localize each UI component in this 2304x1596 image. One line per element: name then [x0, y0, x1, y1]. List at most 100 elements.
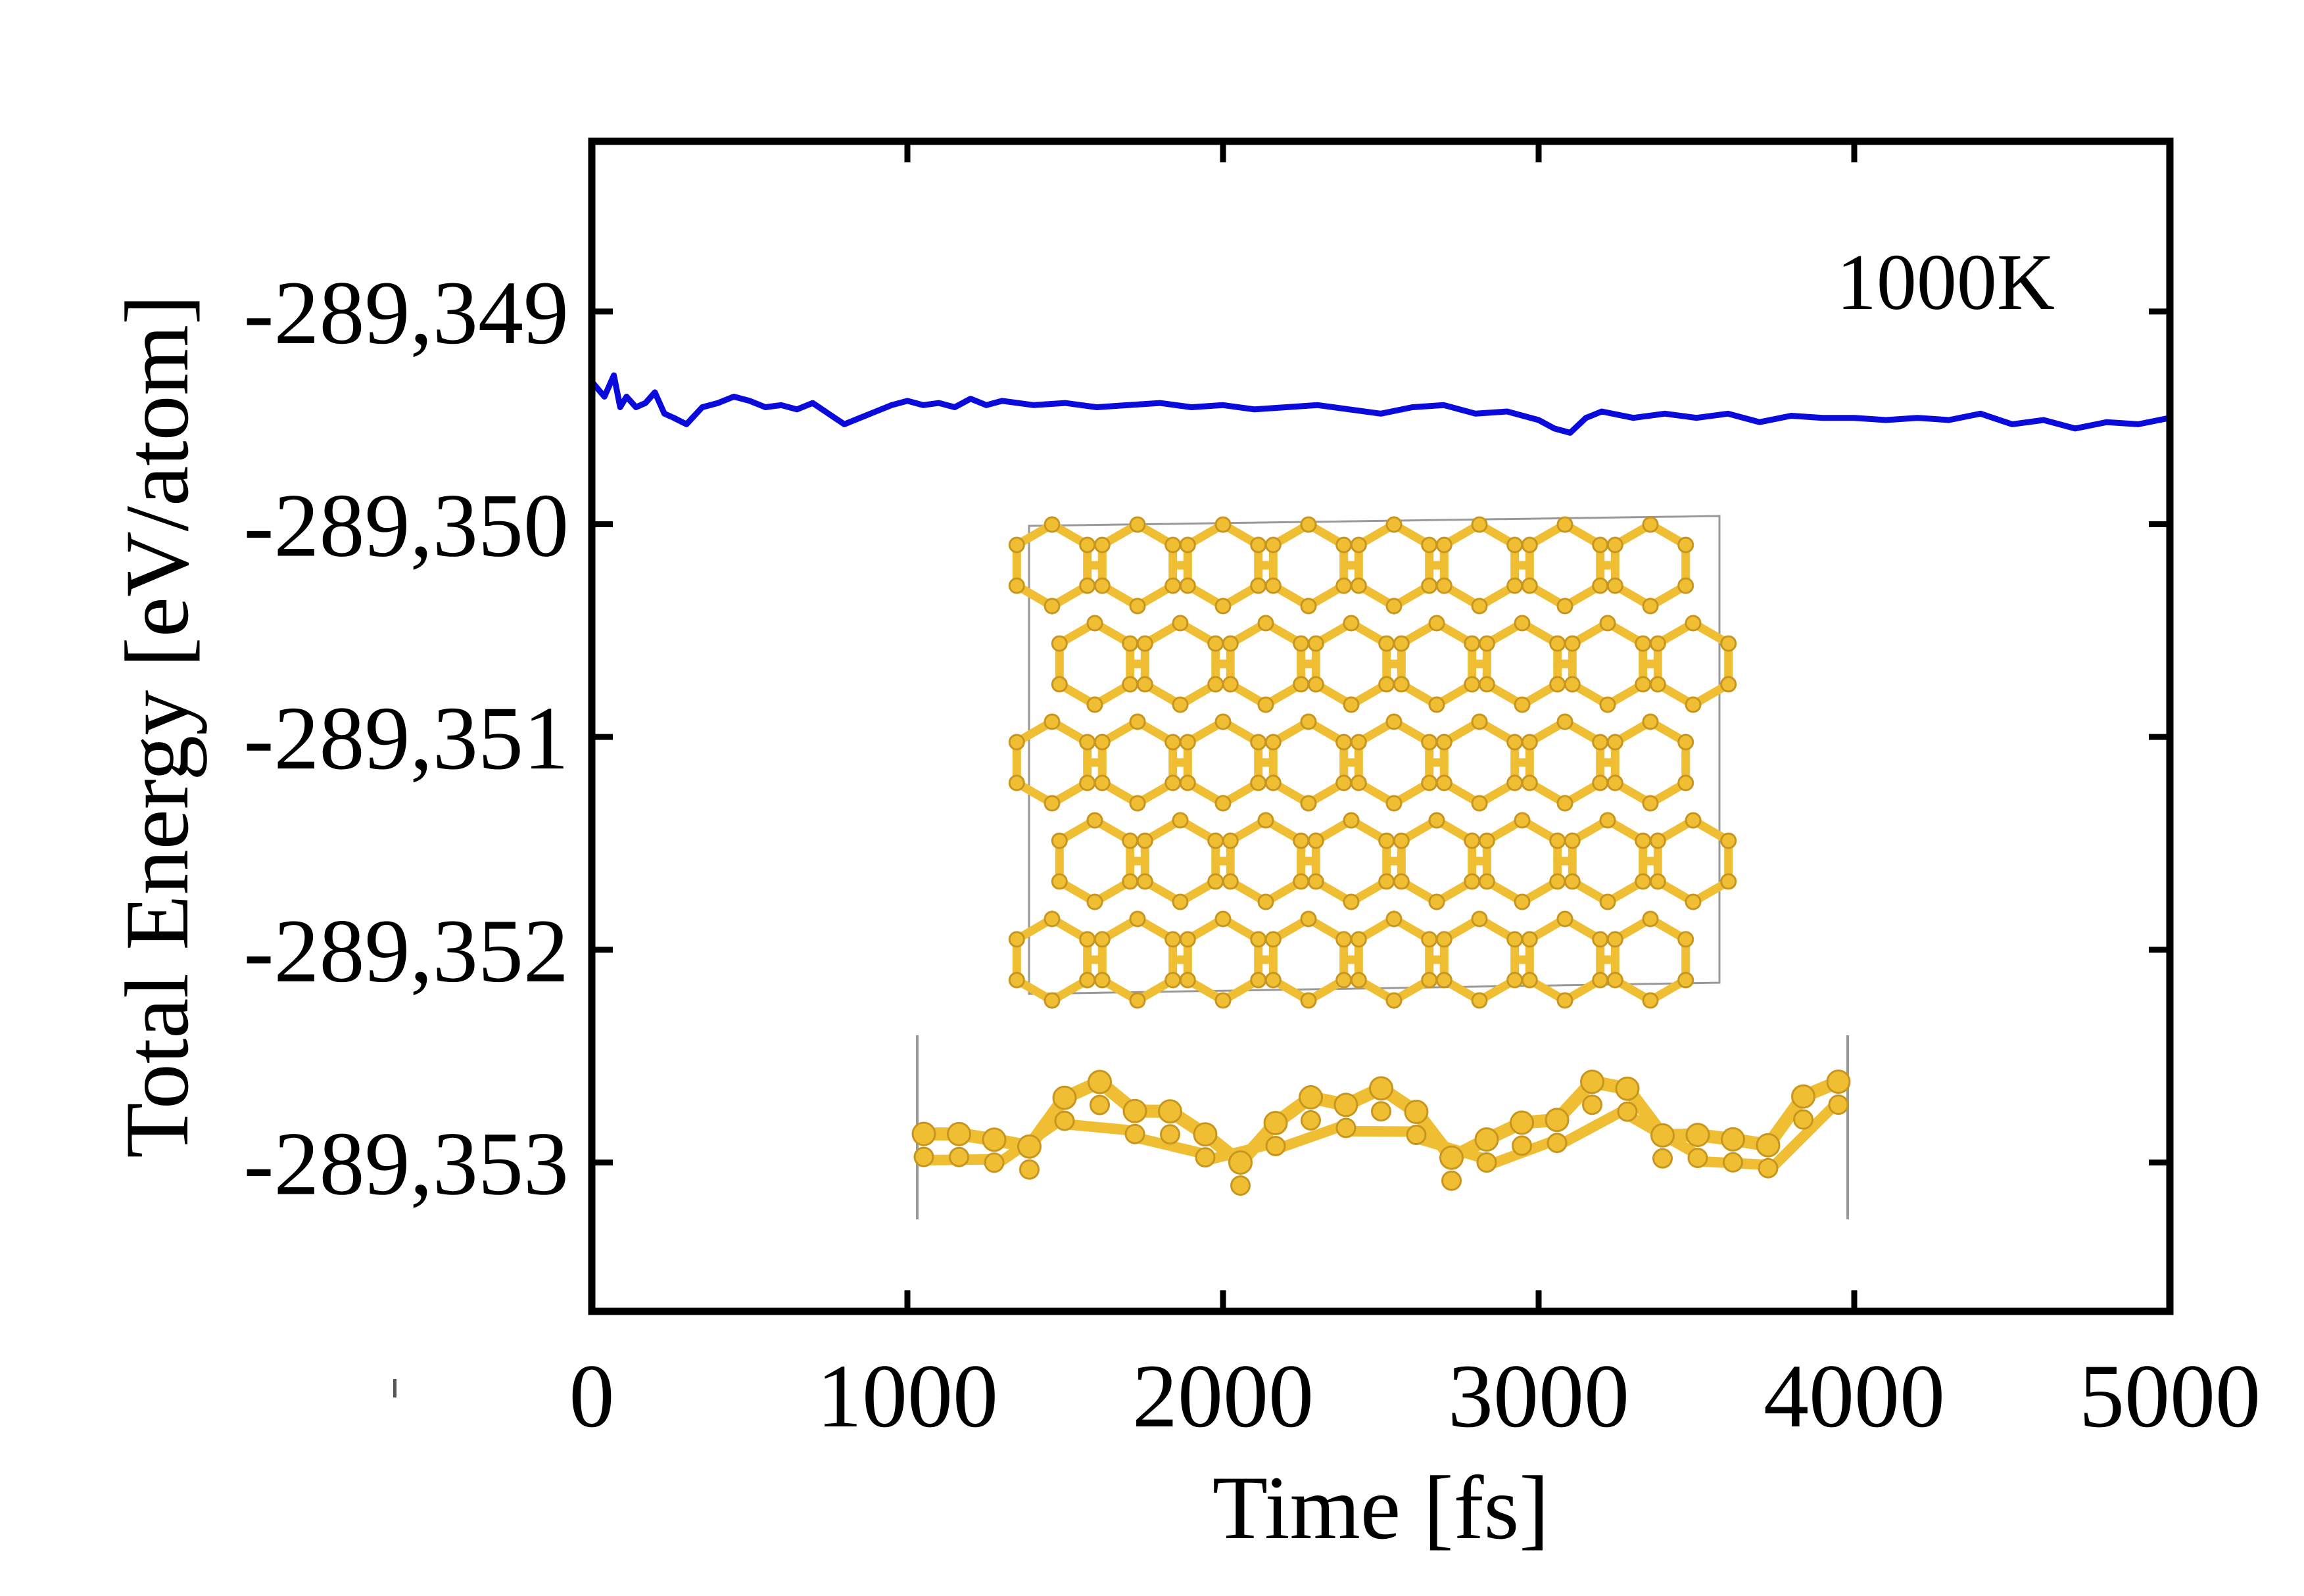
atom	[1471, 516, 1488, 533]
atom	[1677, 931, 1694, 948]
atom	[1649, 873, 1666, 890]
atom	[1264, 536, 1282, 553]
atom	[1564, 873, 1581, 890]
atom	[1506, 577, 1524, 594]
atom	[1720, 676, 1737, 693]
atom	[1435, 536, 1452, 553]
atom	[1222, 676, 1239, 693]
atom	[1172, 615, 1189, 632]
atom	[1635, 635, 1652, 652]
atom	[1404, 1100, 1429, 1124]
atom	[1086, 696, 1103, 713]
atom	[1335, 774, 1353, 791]
atom	[1514, 615, 1531, 632]
bond	[1270, 1119, 1351, 1155]
atom	[1564, 635, 1581, 652]
atom	[1506, 972, 1524, 989]
atom	[1471, 992, 1488, 1009]
atom	[1649, 635, 1666, 652]
atom	[1592, 536, 1609, 553]
atom	[1263, 1111, 1288, 1135]
atom	[984, 1152, 1005, 1173]
atom	[1008, 734, 1025, 751]
atom	[1093, 577, 1111, 594]
atom	[1723, 1152, 1743, 1173]
atom	[1685, 893, 1702, 910]
bond	[1059, 1119, 1140, 1137]
atom	[1350, 931, 1367, 948]
atom	[1549, 676, 1566, 693]
atom	[1435, 774, 1452, 791]
atom	[1264, 931, 1282, 948]
atom	[1293, 676, 1310, 693]
atom	[1435, 931, 1452, 948]
atom	[1478, 873, 1495, 890]
atom	[1051, 832, 1068, 849]
atom	[1720, 832, 1737, 849]
atom	[1421, 577, 1438, 594]
atom	[1129, 910, 1146, 927]
atom	[1677, 536, 1694, 553]
atom	[1514, 812, 1531, 829]
atom	[1179, 536, 1196, 553]
atom	[1051, 635, 1068, 652]
atom	[1677, 774, 1694, 791]
y-tick-label: -289,350	[244, 475, 569, 576]
atom	[1093, 734, 1111, 751]
atom	[1471, 910, 1488, 927]
atom	[1164, 536, 1182, 553]
atom	[1179, 734, 1196, 751]
atom	[1435, 734, 1452, 751]
atom	[1385, 795, 1403, 812]
atom	[1350, 577, 1367, 594]
atom	[1506, 931, 1524, 948]
bond	[1763, 1096, 1844, 1177]
top-view-structure	[1008, 515, 1737, 1009]
atom	[1464, 873, 1481, 890]
atom	[1250, 972, 1267, 989]
y-tick-label: -289,352	[244, 901, 569, 1001]
atom	[1179, 931, 1196, 948]
atom	[1044, 992, 1061, 1009]
atom	[1649, 832, 1666, 849]
atom	[1086, 893, 1103, 910]
atom	[1642, 598, 1659, 615]
atom	[1464, 676, 1481, 693]
atom	[1428, 615, 1445, 632]
atom	[1677, 734, 1694, 751]
atom	[1506, 774, 1524, 791]
atom	[1300, 795, 1317, 812]
atom	[1093, 774, 1111, 791]
atom	[1093, 931, 1111, 948]
atom	[1164, 577, 1182, 594]
atom	[1350, 972, 1367, 989]
atom	[1300, 713, 1317, 730]
atom	[1478, 832, 1495, 849]
atom	[1257, 893, 1274, 910]
atom	[1054, 1110, 1075, 1131]
atom	[1264, 734, 1282, 751]
atom	[1677, 577, 1694, 594]
atom	[1307, 873, 1324, 890]
atom	[1335, 536, 1353, 553]
atom	[1650, 1123, 1675, 1148]
atom	[1214, 795, 1232, 812]
atom	[1428, 696, 1445, 713]
atom	[1333, 1092, 1358, 1117]
atom	[1378, 873, 1395, 890]
x-tick-label: 5000	[2079, 1346, 2261, 1446]
atom	[1642, 713, 1659, 730]
atom	[1257, 696, 1274, 713]
atom	[1122, 832, 1139, 849]
atom	[1506, 536, 1524, 553]
atom	[1051, 873, 1068, 890]
atom	[1264, 972, 1282, 989]
atom	[1685, 615, 1702, 632]
atom	[1179, 774, 1196, 791]
y-tick-label: -289,353	[244, 1113, 569, 1213]
atom	[1299, 1085, 1323, 1110]
atom	[1435, 577, 1452, 594]
atom	[1464, 832, 1481, 849]
atom	[1378, 635, 1395, 652]
bond	[1341, 1125, 1422, 1137]
